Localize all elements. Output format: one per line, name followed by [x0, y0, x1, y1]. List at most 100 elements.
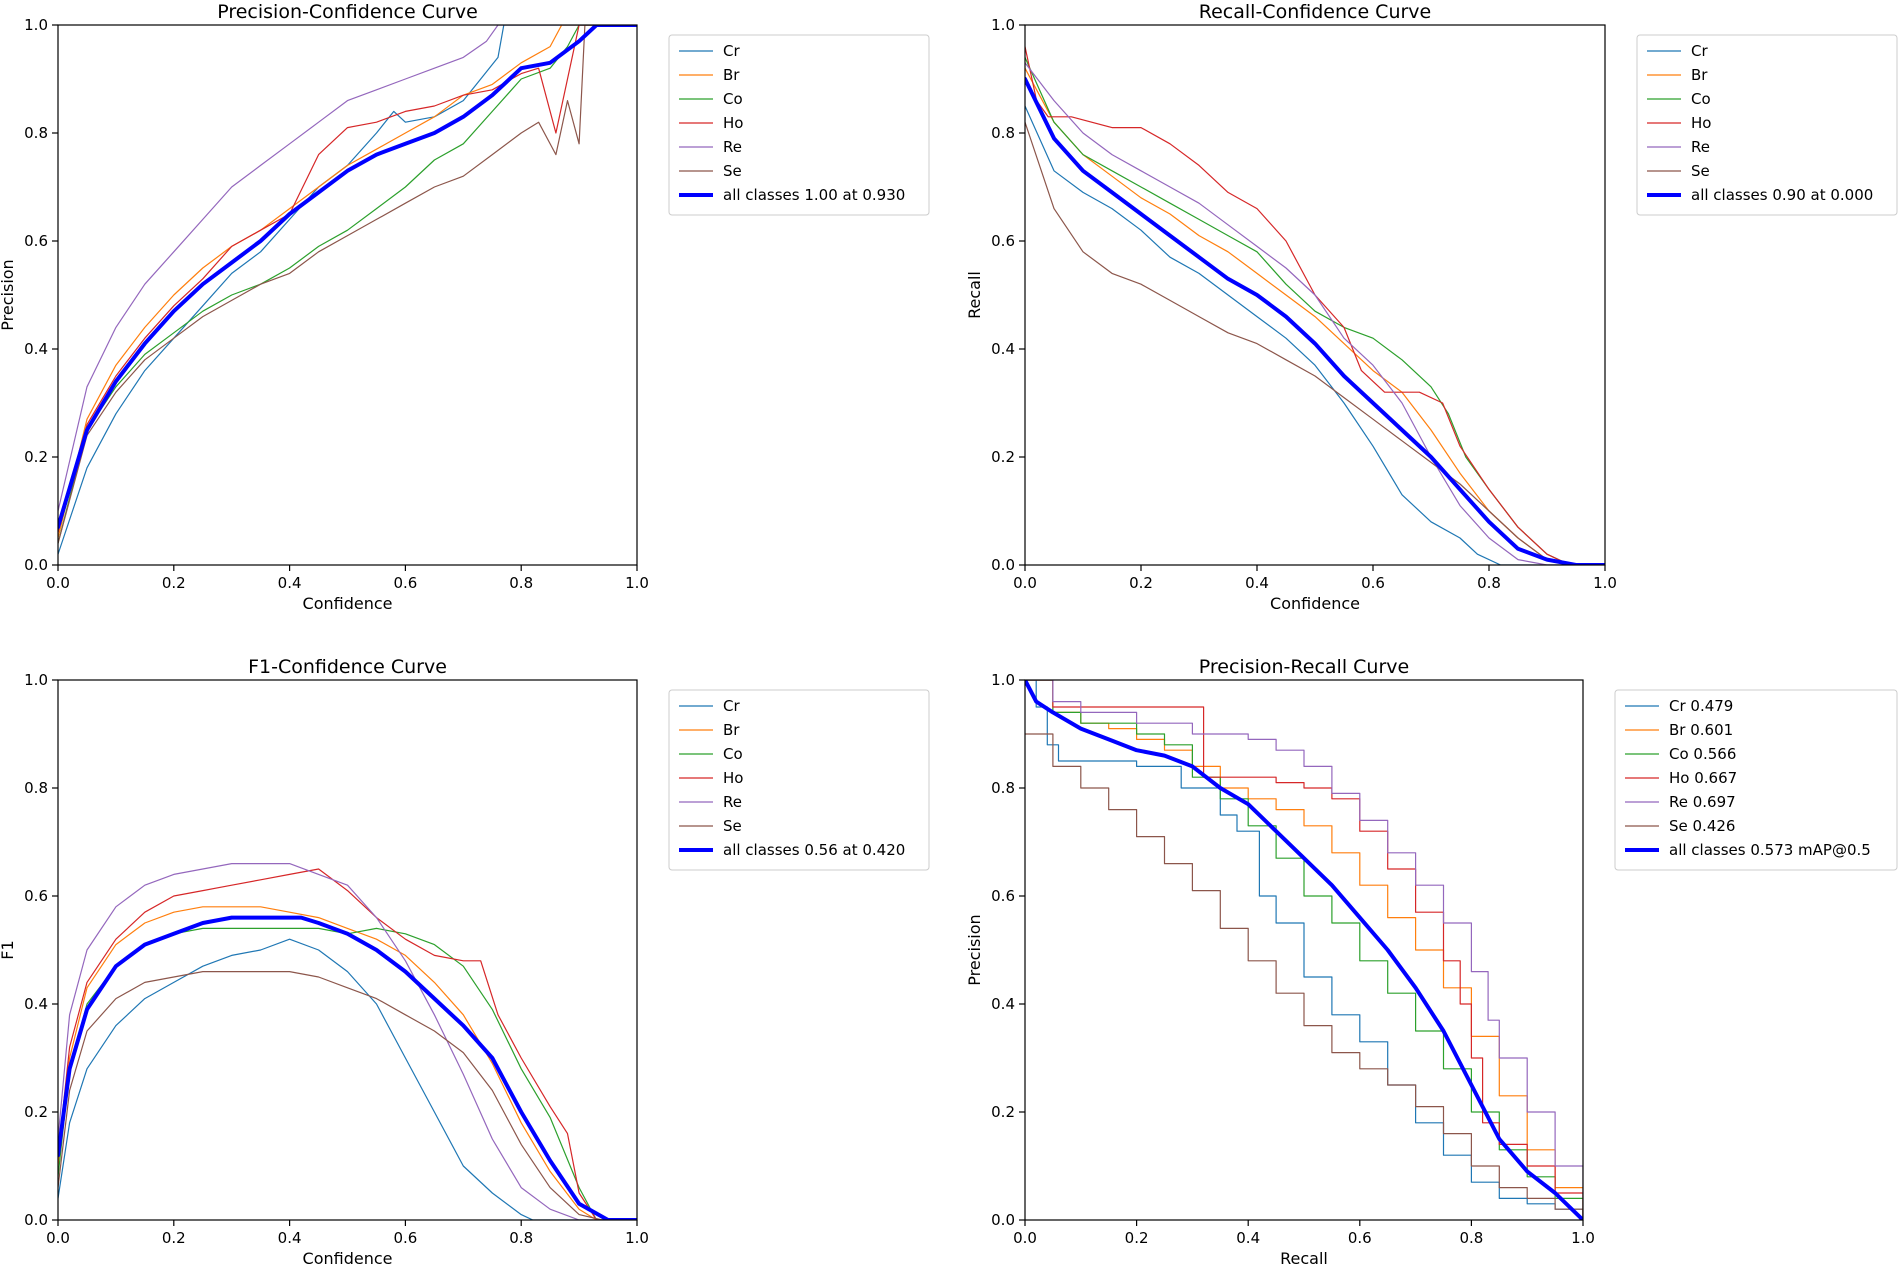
chart-panel-1: 0.0 0.2 0.4 0.6 0.8 1.0 0.0 0.2 0.4 0.6 0.8 1.0 Prec… — [0, 1, 930, 613]
series-line-all-classes — [1025, 680, 1583, 1220]
x-tick-label: 0.0 — [1013, 574, 1037, 592]
series-line-br — [58, 906, 637, 1220]
y-tick-label: 0.2 — [24, 1103, 48, 1121]
series-line-re — [1025, 62, 1605, 565]
x-tick-label: 0.4 — [1236, 1229, 1260, 1247]
y-axis-label: Precision — [965, 914, 984, 985]
legend-label-se: Se — [1691, 162, 1710, 180]
series-line-re — [58, 25, 637, 512]
legend: Cr Br Co Ho Re Se all classes 1.00 at 0.930 — [668, 34, 930, 216]
axes-frame — [57, 679, 638, 1221]
x-tick-label: 0.6 — [393, 574, 417, 592]
y-tick-label: 0.0 — [24, 1211, 48, 1229]
series-line-cr — [58, 938, 637, 1220]
legend-label-cr: Cr — [1691, 42, 1708, 60]
legend-label-ho: Ho — [723, 769, 743, 787]
legend-label-re: Re — [1691, 138, 1710, 156]
x-tick-label: 0.6 — [1361, 574, 1385, 592]
series-line-all-classes — [1025, 77, 1605, 565]
y-tick-label: 0.6 — [991, 232, 1015, 250]
x-tick-label: 0.0 — [46, 1229, 70, 1247]
x-tick-label: 0.0 — [1013, 1229, 1037, 1247]
legend-label-cr: Cr — [723, 697, 740, 715]
x-tick-label: 1.0 — [1593, 574, 1617, 592]
legend-box — [668, 34, 930, 216]
legend-label-co: Co — [1691, 90, 1711, 108]
y-tick-label: 0.8 — [24, 779, 48, 797]
legend-label-all-classes: all classes 1.00 at 0.930 — [723, 186, 905, 204]
chart-title: Recall-Confidence Curve — [1199, 1, 1431, 23]
x-axis-label: Confidence — [303, 594, 393, 613]
y-tick-label: 0.4 — [24, 340, 48, 358]
legend-label-re: Re — [723, 793, 742, 811]
x-tick-label: 0.4 — [1245, 574, 1269, 592]
y-tick-label: 0.8 — [991, 124, 1015, 142]
x-tick-label: 0.0 — [46, 574, 70, 592]
legend-label-co: Co — [723, 90, 743, 108]
y-tick-label: 0.2 — [991, 448, 1015, 466]
y-tick-label: 1.0 — [991, 16, 1015, 34]
x-tick-label: 0.6 — [393, 1229, 417, 1247]
x-tick-label: 0.2 — [1129, 574, 1153, 592]
y-tick-label: 0.2 — [24, 448, 48, 466]
legend-label-se: Se 0.426 — [1669, 817, 1735, 835]
chart-title: Precision-Confidence Curve — [217, 1, 478, 23]
chart-panel-2: 0.0 0.2 0.4 0.6 0.8 1.0 0.0 0.2 0.4 0.6 0.8 1.0 Reca… — [965, 1, 1898, 613]
chart-title: Precision-Recall Curve — [1199, 656, 1409, 678]
series-group — [58, 25, 637, 555]
y-tick-label: 0.0 — [24, 556, 48, 574]
y-tick-label: 0.6 — [24, 232, 48, 250]
y-tick-label: 0.4 — [24, 995, 48, 1013]
series-line-cr — [58, 25, 637, 555]
x-tick-label: 1.0 — [625, 574, 649, 592]
legend: Cr Br Co Ho Re Se all classes 0.90 at 0.000 — [1636, 34, 1898, 216]
x-tick-label: 0.8 — [509, 574, 533, 592]
series-line-se — [1025, 733, 1583, 1220]
axes-frame — [1024, 24, 1606, 566]
x-tick-label: 0.4 — [278, 574, 302, 592]
legend-label-re: Re 0.697 — [1669, 793, 1736, 811]
y-tick-label: 1.0 — [991, 671, 1015, 689]
legend-box — [1636, 34, 1898, 216]
series-line-se — [58, 25, 637, 544]
x-tick-label: 0.8 — [509, 1229, 533, 1247]
legend-box — [1614, 689, 1898, 871]
legend: Cr 0.479 Br 0.601 Co 0.566 Ho 0.667 Re 0.697… — [1614, 689, 1898, 871]
series-line-co — [58, 25, 637, 544]
y-tick-label: 0.4 — [991, 995, 1015, 1013]
chart-panel-3: 0.0 0.2 0.4 0.6 0.8 1.0 0.0 0.2 0.4 0.6 0.8 1.0 F1-C… — [0, 656, 930, 1266]
x-axis-label: Confidence — [303, 1249, 393, 1266]
legend-label-se: Se — [723, 817, 742, 835]
legend-label-cr: Cr — [723, 42, 740, 60]
y-tick-label: 1.0 — [24, 16, 48, 34]
legend-label-all-classes: all classes 0.90 at 0.000 — [1691, 186, 1873, 204]
legend-label-br: Br — [723, 66, 740, 84]
series-line-br — [1025, 67, 1605, 565]
legend-label-cr: Cr 0.479 — [1669, 697, 1733, 715]
y-tick-label: 0.2 — [991, 1103, 1015, 1121]
y-tick-label: 0.0 — [991, 556, 1015, 574]
legend-label-br: Br 0.601 — [1669, 721, 1733, 739]
legend-label-ho: Ho — [1691, 114, 1711, 132]
legend-label-all-classes: all classes 0.56 at 0.420 — [723, 841, 905, 859]
x-tick-label: 0.2 — [162, 574, 186, 592]
y-tick-label: 1.0 — [24, 671, 48, 689]
legend-box — [668, 689, 930, 871]
x-axis-label: Confidence — [1270, 594, 1360, 613]
y-tick-label: 0.6 — [991, 887, 1015, 905]
series-line-co — [1025, 56, 1605, 565]
x-tick-label: 0.8 — [1459, 1229, 1483, 1247]
series-line-ho — [1025, 680, 1583, 1220]
x-axis-label: Recall — [1280, 1249, 1328, 1266]
series-group — [1025, 680, 1583, 1220]
y-axis-label: Precision — [0, 259, 17, 330]
legend-label-br: Br — [723, 721, 740, 739]
series-line-all-classes — [58, 915, 637, 1220]
legend-label-co: Co 0.566 — [1669, 745, 1736, 763]
x-tick-label: 0.4 — [278, 1229, 302, 1247]
y-axis-label: Recall — [965, 271, 984, 319]
x-tick-label: 0.8 — [1477, 574, 1501, 592]
x-tick-label: 0.6 — [1348, 1229, 1372, 1247]
series-line-se — [1025, 121, 1605, 565]
